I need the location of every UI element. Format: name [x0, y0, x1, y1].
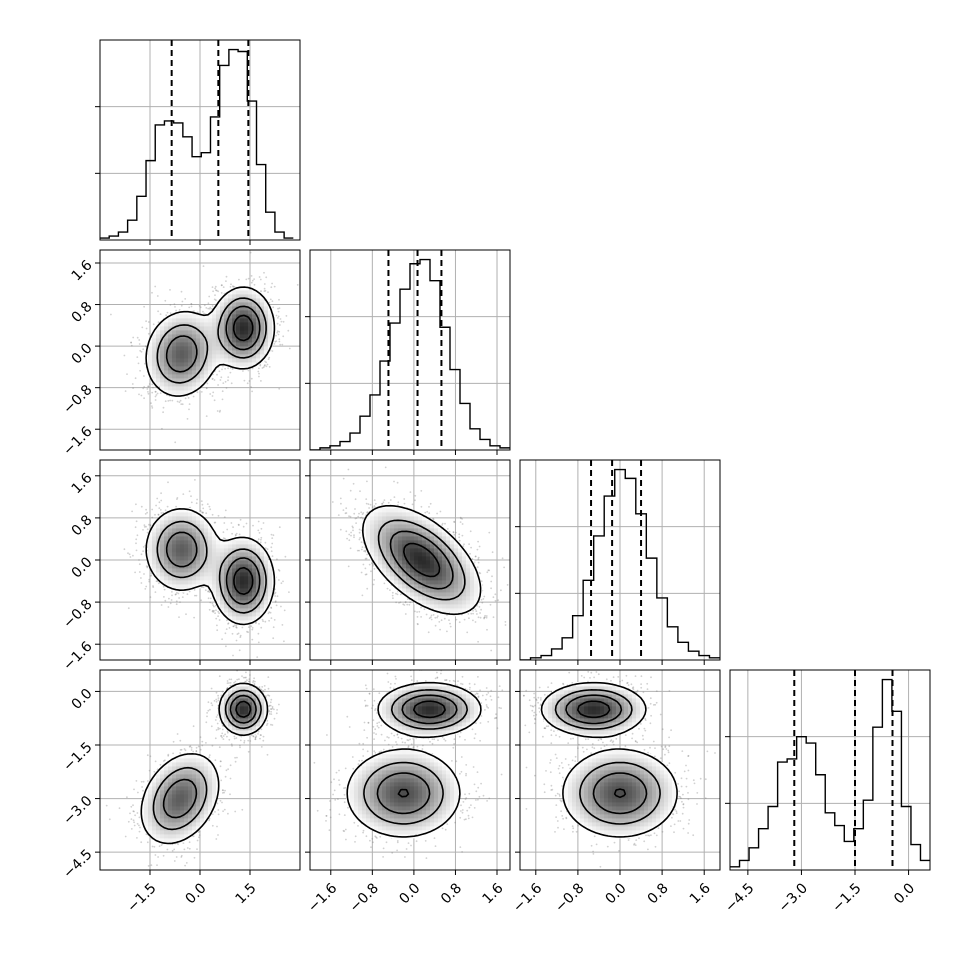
grid: [730, 670, 930, 870]
contours: [362, 504, 482, 616]
contour-level: [140, 682, 269, 845]
y-tick-label: −1.6: [60, 424, 95, 459]
histogram-step: [100, 48, 294, 239]
contour-level: [232, 314, 254, 342]
density-content: [520, 671, 716, 868]
y-tick-label: −0.8: [60, 596, 95, 631]
y-tick-label: −0.8: [60, 382, 95, 417]
x-tick-label: 0.0: [603, 880, 630, 907]
histogram-panel-x2: [515, 459, 721, 665]
contour-level: [152, 689, 262, 831]
density-panel-x0-x1: −1.6 −0.8 0.0 0.8 1.6: [60, 249, 301, 459]
histogram-bars: [730, 670, 930, 870]
grid: [310, 250, 510, 450]
grid: [520, 460, 720, 660]
contours: [145, 286, 276, 397]
contour-level: [145, 286, 276, 397]
histogram-panel-x0: [95, 39, 301, 245]
x-tick-label: 0.0: [183, 880, 210, 907]
x-tick-label: 1.5: [233, 880, 260, 907]
contours: [540, 681, 678, 838]
x-tick-label: −3.0: [776, 880, 811, 915]
x-tick-label: 1.6: [480, 880, 507, 907]
contour-level: [162, 694, 257, 819]
x-tick-label: −1.6: [305, 880, 340, 915]
y-tick-label: −4.5: [60, 846, 95, 881]
contour-level: [540, 681, 678, 838]
x-tick-label: −1.5: [124, 880, 159, 915]
contours: [140, 682, 269, 845]
y-tick-label: −1.6: [60, 638, 95, 673]
contour-level: [397, 700, 446, 798]
contour-level: [376, 694, 458, 815]
contour-level: [389, 530, 454, 590]
x-tick-label: 0.0: [396, 880, 423, 907]
contour-level: [156, 520, 267, 614]
contour-level: [145, 508, 276, 626]
y-tick-label: 0.8: [69, 299, 96, 326]
contour-level: [346, 681, 482, 838]
density-panel-x1-x3: −1.6 −0.8 0.0 0.8 1.6: [305, 669, 511, 916]
y-tick-label: 0.0: [69, 554, 96, 581]
density-panel-x1-x2: [305, 459, 511, 665]
histogram-step: [730, 678, 930, 868]
contour-level: [165, 531, 261, 605]
density-fill: [148, 286, 277, 399]
contour-level: [554, 689, 661, 825]
density-fill: [346, 682, 483, 839]
density-panel-x0-x3: −1.5 0.0 1.5 −4.5 −3.0 −1.5 0.0: [60, 669, 301, 916]
density-panel-x0-x2: −1.6 −0.8 0.0 0.8 1.6: [60, 459, 301, 674]
density-content: [123, 479, 290, 658]
density-content: [313, 670, 504, 859]
y-tick-label: 0.0: [69, 340, 96, 367]
x-tick-label: 0.0: [891, 880, 918, 907]
density-content: [110, 251, 299, 444]
y-tick-label: −3.0: [60, 793, 95, 828]
y-tick-label: 0.0: [69, 686, 96, 713]
y-tick-label: −1.5: [60, 739, 95, 774]
y-tick-label: 1.6: [69, 470, 96, 497]
x-tick-label: 0.8: [438, 880, 465, 907]
histogram-panel-x1: [305, 249, 511, 455]
panel-frame: [309, 249, 511, 451]
y-tick-label: 1.6: [69, 257, 96, 284]
x-tick-label: 0.8: [645, 880, 672, 907]
contour-level: [363, 689, 468, 825]
histogram-step: [310, 258, 510, 450]
contour-level: [377, 519, 466, 601]
contour-level: [577, 700, 627, 799]
panel-frame: [309, 669, 511, 871]
x-tick-label: −0.8: [347, 880, 382, 915]
y-tick-label: 0.8: [69, 512, 96, 539]
histogram-bars: [520, 460, 720, 660]
contour-level: [156, 297, 267, 384]
contour-level: [235, 700, 252, 718]
histogram-bars: [100, 40, 294, 240]
x-tick-label: −4.5: [722, 880, 757, 915]
x-tick-label: −0.8: [552, 880, 587, 915]
density-fill: [540, 682, 677, 839]
contour-level: [403, 542, 441, 578]
density-content: [105, 670, 280, 867]
contour-level: [233, 566, 254, 595]
density-content: [331, 466, 509, 652]
histogram-step: [520, 468, 720, 660]
panel-frame: [729, 669, 931, 871]
density-panel-x2-x3: −1.6 −0.8 0.0 0.8 1.6: [510, 669, 721, 916]
histogram-panel-x3: −4.5 −3.0 −1.5 0.0: [722, 669, 931, 916]
panels-layer: −1.6−0.80.00.81.6−1.6−0.80.00.81.6−1.5 0.…: [60, 39, 931, 916]
histogram-bars: [310, 250, 510, 450]
contour-level: [362, 504, 482, 616]
x-tick-label: −1.6: [510, 880, 545, 915]
grid: [100, 40, 300, 240]
contour-level: [565, 694, 648, 815]
density-fill: [362, 504, 483, 617]
contour-level: [165, 305, 261, 373]
x-tick-label: 1.6: [687, 880, 714, 907]
contours: [346, 681, 482, 838]
contours: [145, 508, 276, 626]
x-tick-label: −1.5: [829, 880, 864, 915]
